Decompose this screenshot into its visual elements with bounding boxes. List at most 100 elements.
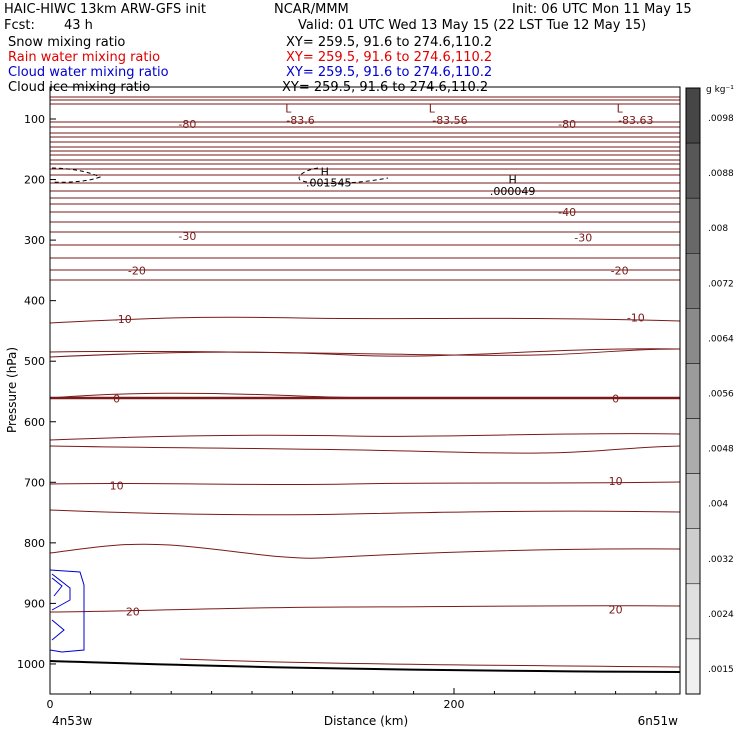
colorbar-segment bbox=[685, 583, 701, 640]
field-xy-cloud-water: XY= 259.5, 91.6 to 274.6,110.2 bbox=[286, 65, 493, 80]
x-start-label: 4n53w bbox=[52, 714, 93, 728]
x-tick-label: 0 bbox=[47, 698, 54, 711]
colorbar-label: .0015 bbox=[708, 665, 734, 675]
contour-value-label: 10 bbox=[110, 479, 124, 492]
contour-value-label: -30 bbox=[574, 232, 592, 245]
contour-value-label: -40 bbox=[558, 206, 576, 219]
low-marker: L bbox=[285, 103, 292, 116]
colorbar: .0098 .0088 .008 .0072 .0064 .0056 .0048 .004 .0… bbox=[685, 85, 734, 695]
mixing-ratio-contours bbox=[49, 167, 389, 653]
contour-value-label: -83.6 bbox=[286, 114, 314, 127]
colorbar-label: .0098 bbox=[708, 114, 734, 124]
y-tick-label: 400 bbox=[24, 295, 45, 308]
contour-value-label: -80 bbox=[558, 118, 576, 131]
field-name-rain: Rain water mixing ratio bbox=[8, 50, 161, 65]
contour-value-label: 0 bbox=[113, 393, 120, 406]
colorbar-segment bbox=[685, 308, 701, 364]
colorbar-label: .0088 bbox=[708, 169, 734, 179]
contour-value-label: 20 bbox=[126, 605, 140, 618]
colorbar-unit: g kg⁻¹ bbox=[706, 85, 734, 95]
init-time: Init: 06 UTC Mon 11 May 15 bbox=[512, 2, 692, 17]
low-marker: L bbox=[617, 103, 624, 116]
isotherm-line bbox=[179, 658, 681, 668]
colorbar-segment bbox=[685, 197, 701, 254]
center-title: NCAR/MMM bbox=[274, 2, 349, 17]
y-tick-label: 500 bbox=[24, 355, 45, 368]
fcst-value: 43 h bbox=[64, 18, 93, 33]
extremum-value-label: .001545 bbox=[306, 177, 352, 190]
x-end-label: 6n51w bbox=[638, 714, 679, 728]
colorbar-label: .0024 bbox=[708, 610, 734, 620]
y-tick-label: 300 bbox=[24, 234, 45, 247]
contour-labels: -80 -83.6 -83.56 -80 -83.63 -40 -30 -30 -20 -20 -1… bbox=[110, 103, 654, 619]
colorbar-label: .0032 bbox=[708, 555, 734, 565]
contour-value-label: -30 bbox=[178, 230, 196, 243]
x-tick-label: 200 bbox=[444, 698, 465, 711]
colorbar-segment bbox=[685, 87, 701, 144]
isotherm-line bbox=[49, 605, 681, 613]
colorbar-label: .0048 bbox=[708, 445, 734, 455]
colorbar-segment bbox=[685, 528, 701, 585]
cloud-water-contour bbox=[51, 573, 71, 611]
contour-value-label: 0 bbox=[612, 393, 619, 406]
contour-value-label: 10 bbox=[609, 475, 623, 488]
colorbar-segment bbox=[685, 418, 701, 474]
contour-value-label: -80 bbox=[178, 118, 196, 131]
cloud-water-contour bbox=[49, 569, 85, 653]
field-xy-rain: XY= 259.5, 91.6 to 274.6,110.2 bbox=[286, 50, 493, 65]
high-marker: H bbox=[321, 166, 329, 179]
colorbar-label: .0072 bbox=[708, 279, 734, 289]
contour-value-label: 20 bbox=[609, 603, 623, 616]
fcst-label: Fcst: bbox=[4, 18, 35, 33]
temperature-contour-lines bbox=[49, 96, 681, 673]
contour-value-label: -10 bbox=[114, 313, 132, 326]
extremum-value-label: .000049 bbox=[490, 185, 536, 198]
field-xy-snow: XY= 259.5, 91.6 to 274.6,110.2 bbox=[286, 35, 493, 50]
isotherm-line bbox=[49, 348, 681, 356]
field-name-cloud-water: Cloud water mixing ratio bbox=[8, 65, 169, 80]
y-tick-label: 800 bbox=[24, 537, 45, 550]
colorbar-label: .004 bbox=[708, 500, 728, 510]
valid-time: Valid: 01 UTC Wed 13 May 15 (22 LST Tue … bbox=[298, 18, 647, 33]
plot-frame bbox=[49, 86, 681, 695]
field-name-snow: Snow mixing ratio bbox=[8, 35, 126, 50]
contour-value-label: -20 bbox=[611, 264, 629, 277]
colorbar-frame bbox=[685, 87, 701, 695]
high-marker: H bbox=[508, 174, 516, 187]
isotherm-line bbox=[49, 481, 681, 486]
colorbar-segment bbox=[685, 142, 701, 199]
low-marker: L bbox=[429, 103, 436, 116]
y-tick-label: 200 bbox=[24, 174, 45, 187]
isotherm-line bbox=[49, 445, 681, 454]
y-tick-label: 900 bbox=[24, 597, 45, 610]
colorbar-segment bbox=[685, 363, 701, 419]
colorbar-segment bbox=[685, 473, 701, 529]
y-axis-label: Pressure (hPa) bbox=[5, 347, 19, 433]
y-tick-label: 1000 bbox=[17, 658, 45, 671]
y-tick-label: 100 bbox=[24, 113, 45, 126]
contour-value-label: -83.56 bbox=[432, 114, 467, 127]
colorbar-segment bbox=[685, 253, 701, 309]
y-tick-label: 700 bbox=[24, 476, 45, 489]
x-axis-label: Distance (km) bbox=[324, 714, 408, 728]
snow-contour bbox=[51, 167, 102, 183]
contour-value-label: -10 bbox=[627, 312, 645, 325]
contour-value-label: -20 bbox=[128, 264, 146, 277]
y-tick-label: 600 bbox=[24, 416, 45, 429]
snow-contour bbox=[298, 167, 389, 184]
colorbar-label: .008 bbox=[708, 224, 728, 234]
isotherm-line bbox=[49, 316, 681, 324]
isotherm-line bbox=[49, 348, 681, 358]
contour-value-label: -83.63 bbox=[618, 114, 653, 127]
colorbar-segment bbox=[685, 638, 701, 695]
isotherm-line bbox=[49, 433, 681, 441]
colorbar-label: .0064 bbox=[708, 334, 734, 344]
ground-surface-line bbox=[49, 660, 681, 673]
isotherm-line bbox=[49, 543, 681, 559]
isotherm-line bbox=[49, 509, 681, 516]
cloud-water-contour bbox=[51, 619, 65, 641]
left-title: HAIC-HIWC 13km ARW-GFS init bbox=[4, 2, 206, 17]
cloud-water-contour bbox=[51, 577, 63, 597]
